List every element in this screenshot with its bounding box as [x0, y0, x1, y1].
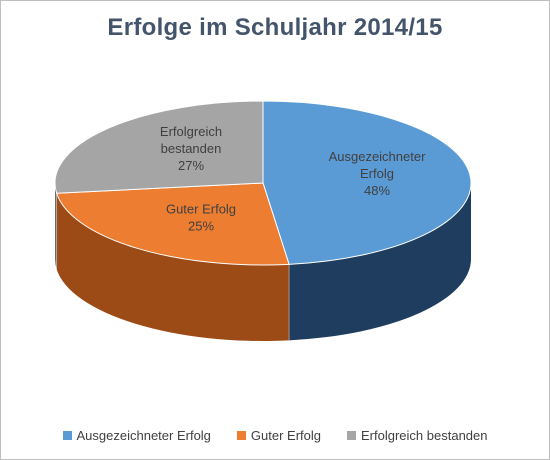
pie-tops	[54, 100, 472, 266]
data-label-line: Erfolg	[360, 166, 394, 181]
pie-side-2	[55, 183, 57, 270]
pie-slice-0	[262, 100, 472, 265]
data-label-line: 48%	[364, 183, 390, 198]
pie-side-1	[56, 193, 290, 341]
pie-slice-2	[54, 100, 264, 194]
data-label-2: Erfolgreich bestanden 27%	[160, 124, 222, 173]
chart-title: Erfolge im Schuljahr 2014/15	[107, 14, 443, 41]
legend-item-guter: Guter Erfolg	[236, 428, 322, 443]
data-label-line: Erfolgreich	[160, 124, 222, 139]
legend-swatch-gray	[347, 431, 357, 440]
data-label-1: Guter Erfolg 25%	[166, 202, 236, 234]
pie-sides	[55, 183, 471, 341]
pie-side-0	[289, 183, 471, 341]
legend-label: Ausgezeichneter Erfolg	[76, 428, 211, 443]
data-label-line: 25%	[188, 219, 214, 234]
legend-label: Erfolgreich bestanden	[361, 428, 488, 443]
legend-item-bestanden: Erfolgreich bestanden	[347, 428, 488, 443]
data-label-line: Guter Erfolg	[166, 202, 236, 217]
pie-slice-1	[55, 182, 290, 266]
legend-item-ausgezeichneter: Ausgezeichneter Erfolg	[62, 428, 211, 443]
legend-swatch-blue	[62, 431, 72, 440]
data-label-0: Ausgezeichneter Erfolg 48%	[329, 149, 427, 198]
data-label-line: bestanden	[161, 141, 222, 156]
legend: Ausgezeichneter Erfolg Guter Erfolg Erfo…	[0, 428, 550, 443]
pie-chart: Ausgezeichneter Erfolg 48% Guter Erfolg 25% E…	[54, 100, 472, 341]
data-label-line: Ausgezeichneter	[329, 149, 427, 164]
legend-swatch-orange	[236, 431, 246, 440]
legend-label: Guter Erfolg	[250, 428, 322, 443]
data-label-line: 27%	[178, 158, 204, 173]
